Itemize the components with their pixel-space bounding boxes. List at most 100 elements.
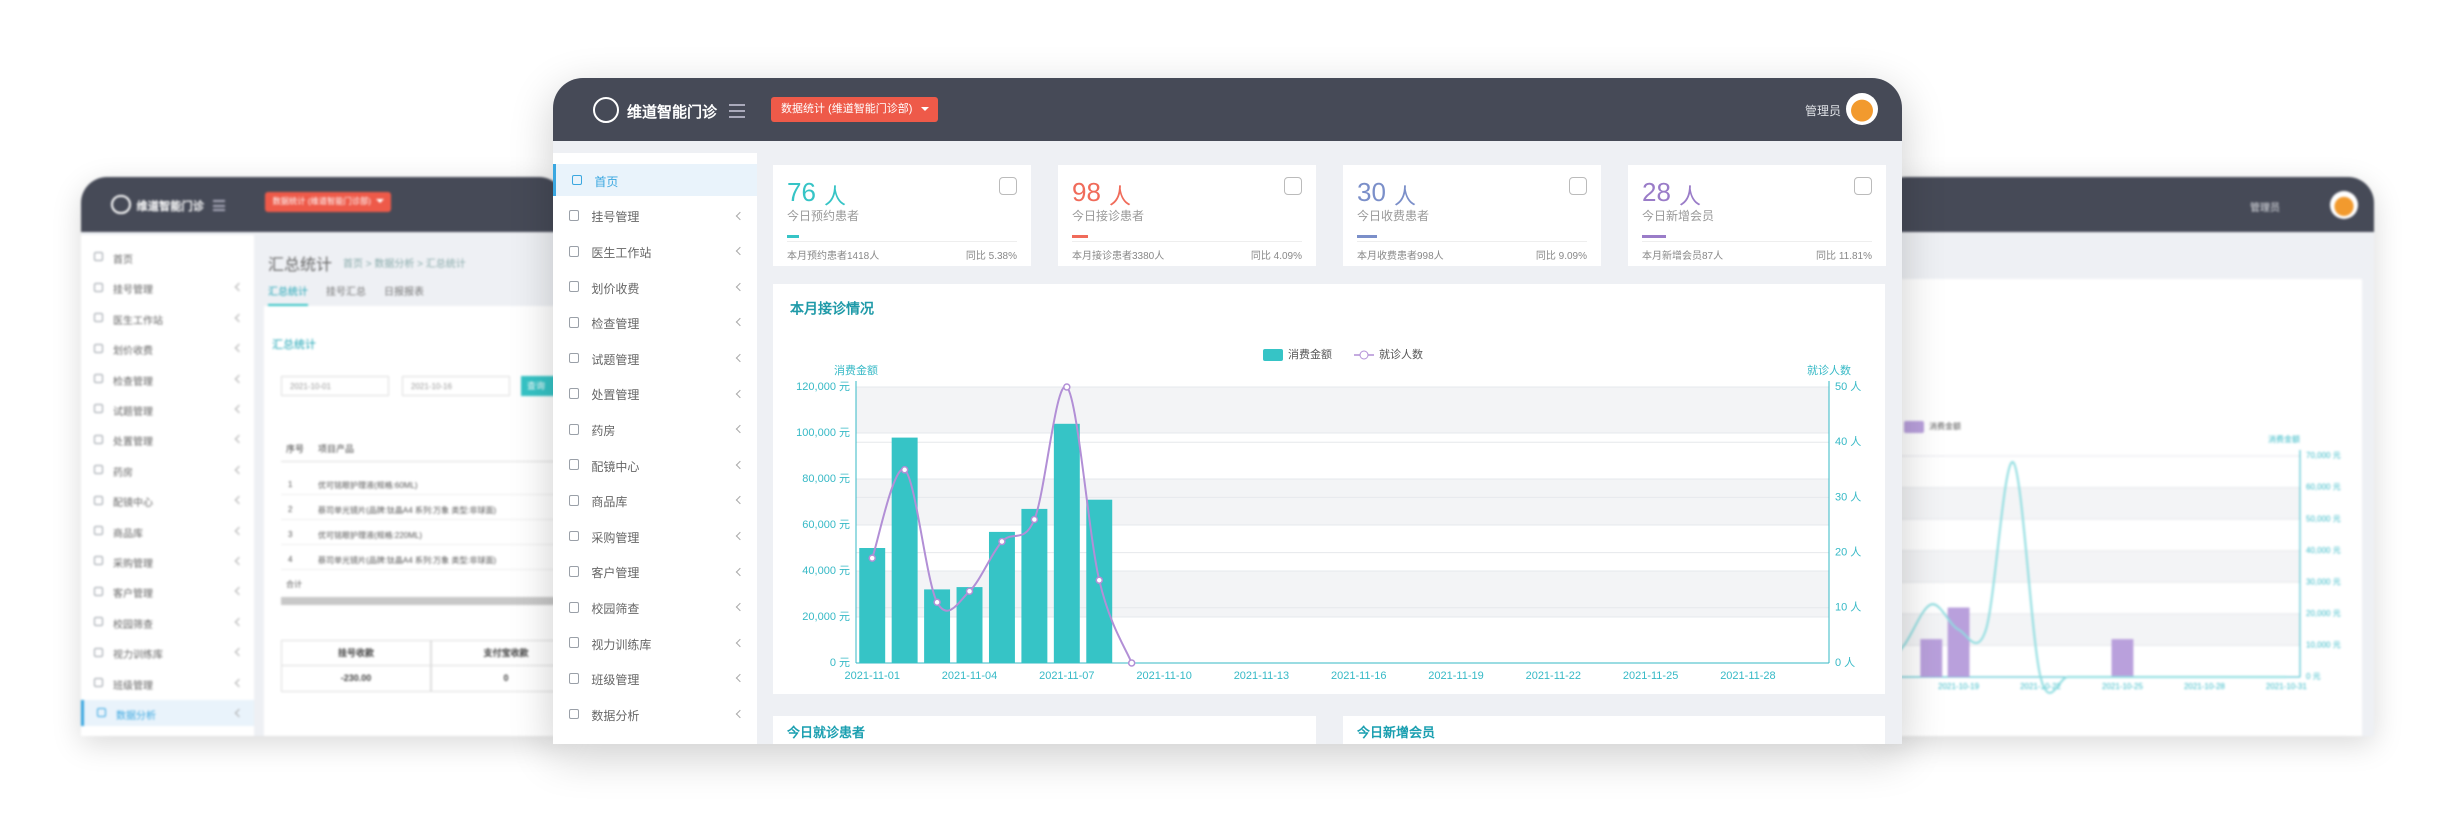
menu-icon [568, 708, 580, 720]
menu-item[interactable]: 医生工作站 [81, 305, 254, 331]
scrollbar [281, 597, 565, 605]
menu-item[interactable]: 配镜中心 [553, 449, 757, 481]
menu-item[interactable]: 试题管理 [81, 396, 254, 422]
grid-band [1880, 550, 2300, 583]
menu-item[interactable]: 采购管理 [553, 520, 757, 552]
menu-item[interactable]: 试题管理 [553, 342, 757, 374]
menu-item[interactable]: 处置管理 [81, 426, 254, 452]
menu-toggle [213, 209, 225, 211]
user-name[interactable]: 管理员 [1804, 104, 1841, 118]
menu-item[interactable]: 班级管理 [81, 669, 254, 695]
right-window: 管理员 0 元 10,000 元 20,000 元 30,000 元 40,000 元 5… [1880, 177, 2374, 736]
menu-toggle [729, 115, 745, 118]
menu-item[interactable]: 药房 [81, 457, 254, 483]
panel-title: 今日新增会员 [1357, 725, 1436, 740]
menu-label: 班级管理 [591, 673, 640, 688]
row-line [281, 569, 565, 570]
menu-item[interactable]: 校园筛查 [81, 609, 254, 635]
right-header: 管理员 [1880, 177, 2374, 232]
menu-label: 视力训练库 [113, 650, 163, 662]
menu-label: 视力训练库 [591, 637, 652, 652]
menu-chevron [735, 602, 744, 612]
y-tick-label: 60,000 元 [2306, 483, 2341, 492]
tab[interactable]: 挂号汇总 [326, 287, 366, 298]
tab[interactable]: 日报报表 [384, 287, 424, 298]
date-input[interactable]: 2021-10-01 [281, 376, 389, 396]
row-line [281, 519, 565, 520]
menu-item[interactable]: 检查管理 [553, 307, 757, 339]
menu-chevron [735, 674, 744, 683]
menu-icon [94, 678, 103, 688]
menu-label: 客户管理 [591, 566, 640, 581]
menu-item[interactable]: 商品库 [553, 485, 757, 517]
menu-item[interactable]: 检查管理 [81, 365, 254, 391]
menu-item[interactable]: 挂号管理 [553, 200, 757, 232]
menu-chevron [234, 708, 244, 718]
menu-item[interactable]: 客户管理 [553, 556, 757, 588]
table-cell: 优可铭眼护理液(规格:60ML) [318, 481, 418, 490]
stat-month: 本月新增会员87人 [1642, 251, 1724, 262]
total-label: 合计 [286, 580, 302, 589]
y-axis-title: 消费金额 [834, 363, 878, 377]
y-tick-label: 0 元 [2306, 672, 2321, 681]
menu-chevron [234, 343, 244, 353]
menu-item[interactable]: 药房 [553, 413, 757, 445]
menu-item[interactable]: 处置管理 [553, 378, 757, 410]
sidebar: 首页挂号管理 医生工作站划价收费检查管理 试题管理处置管理药房配镜中心商品库 采购管理… [553, 153, 757, 744]
store-button[interactable]: 数据统计 (维道智能门诊部) [265, 192, 391, 212]
table-header: 序号 [286, 444, 305, 454]
pay-header-cell: 挂号收款 [281, 640, 431, 666]
stat-label: 今日预约患者 [787, 209, 860, 223]
menu-item[interactable]: 首页 [553, 164, 757, 196]
store-button[interactable]: 数据统计 (维道智能门诊部) [771, 97, 939, 122]
menu-item[interactable]: 划价收费 [81, 335, 254, 361]
divider [1357, 241, 1587, 242]
menu-icon [568, 530, 580, 542]
stat-card: 98 人今日接诊患者 本月接诊患者3380人 同比 4.09% [1058, 165, 1316, 266]
y-tick-label: 20 人 [1835, 546, 1861, 559]
stat-bar [1357, 235, 1377, 238]
stat-unit: 人 [1109, 184, 1132, 209]
tab[interactable]: 汇总统计 [268, 283, 308, 306]
avatar[interactable] [1846, 93, 1878, 125]
menu-item[interactable]: 挂号管理 [81, 274, 254, 300]
menu-item[interactable]: 数据分析 [81, 699, 254, 727]
menu-label: 医生工作站 [113, 315, 163, 327]
menu-icon [568, 352, 580, 364]
stat-month: 本月预约患者1418人 [787, 251, 880, 262]
menu-label: 药房 [591, 423, 616, 438]
menu-chevron [234, 526, 244, 535]
menu-icon [94, 313, 103, 323]
stat-month: 本月收费患者998人 [1357, 251, 1444, 262]
user-name[interactable]: 管理员 [2250, 203, 2280, 214]
page-title: 汇总统计 [268, 257, 333, 274]
grid-band [856, 387, 1829, 433]
row-line [281, 544, 565, 545]
menu-label: 配镜中心 [113, 498, 153, 510]
menu-item[interactable]: 医生工作站 [553, 235, 757, 267]
menu-item[interactable]: 视力训练库 [553, 627, 757, 659]
stat-unit: 人 [1394, 184, 1417, 209]
menu-chevron [735, 389, 744, 398]
menu-item[interactable]: 客户管理 [81, 578, 254, 604]
stat-label: 今日收费患者 [1357, 209, 1430, 223]
menu-item[interactable]: 校园筛查 [553, 591, 757, 623]
table-cell: 蔡司单光镜片(品牌:钛晶A4 系列:万象 类型:非球面) [318, 556, 497, 565]
menu-item[interactable]: 班级管理 [553, 663, 757, 695]
table-cell: 蔡司单光镜片(品牌:钛晶A4 系列:万象 类型:非球面) [318, 506, 497, 515]
menu-item[interactable]: 采购管理 [81, 548, 254, 574]
menu-item[interactable]: 配镜中心 [81, 487, 254, 513]
y-tick-label: 30 人 [1835, 490, 1861, 503]
menu-label: 检查管理 [113, 376, 153, 388]
menu-item[interactable]: 划价收费 [553, 271, 757, 303]
date-input[interactable]: 2021-10-16 [402, 376, 510, 396]
bar [2111, 639, 2134, 677]
menu-item[interactable]: 数据分析 [553, 698, 757, 730]
menu-item[interactable]: 商品库 [81, 517, 254, 543]
menu-item[interactable]: 视力训练库 [81, 639, 254, 665]
x-tick-label: 2021-11-04 [942, 670, 997, 682]
grid-band [1880, 613, 2300, 646]
menu-item[interactable]: 首页 [81, 244, 254, 270]
avatar[interactable] [2330, 191, 2358, 219]
